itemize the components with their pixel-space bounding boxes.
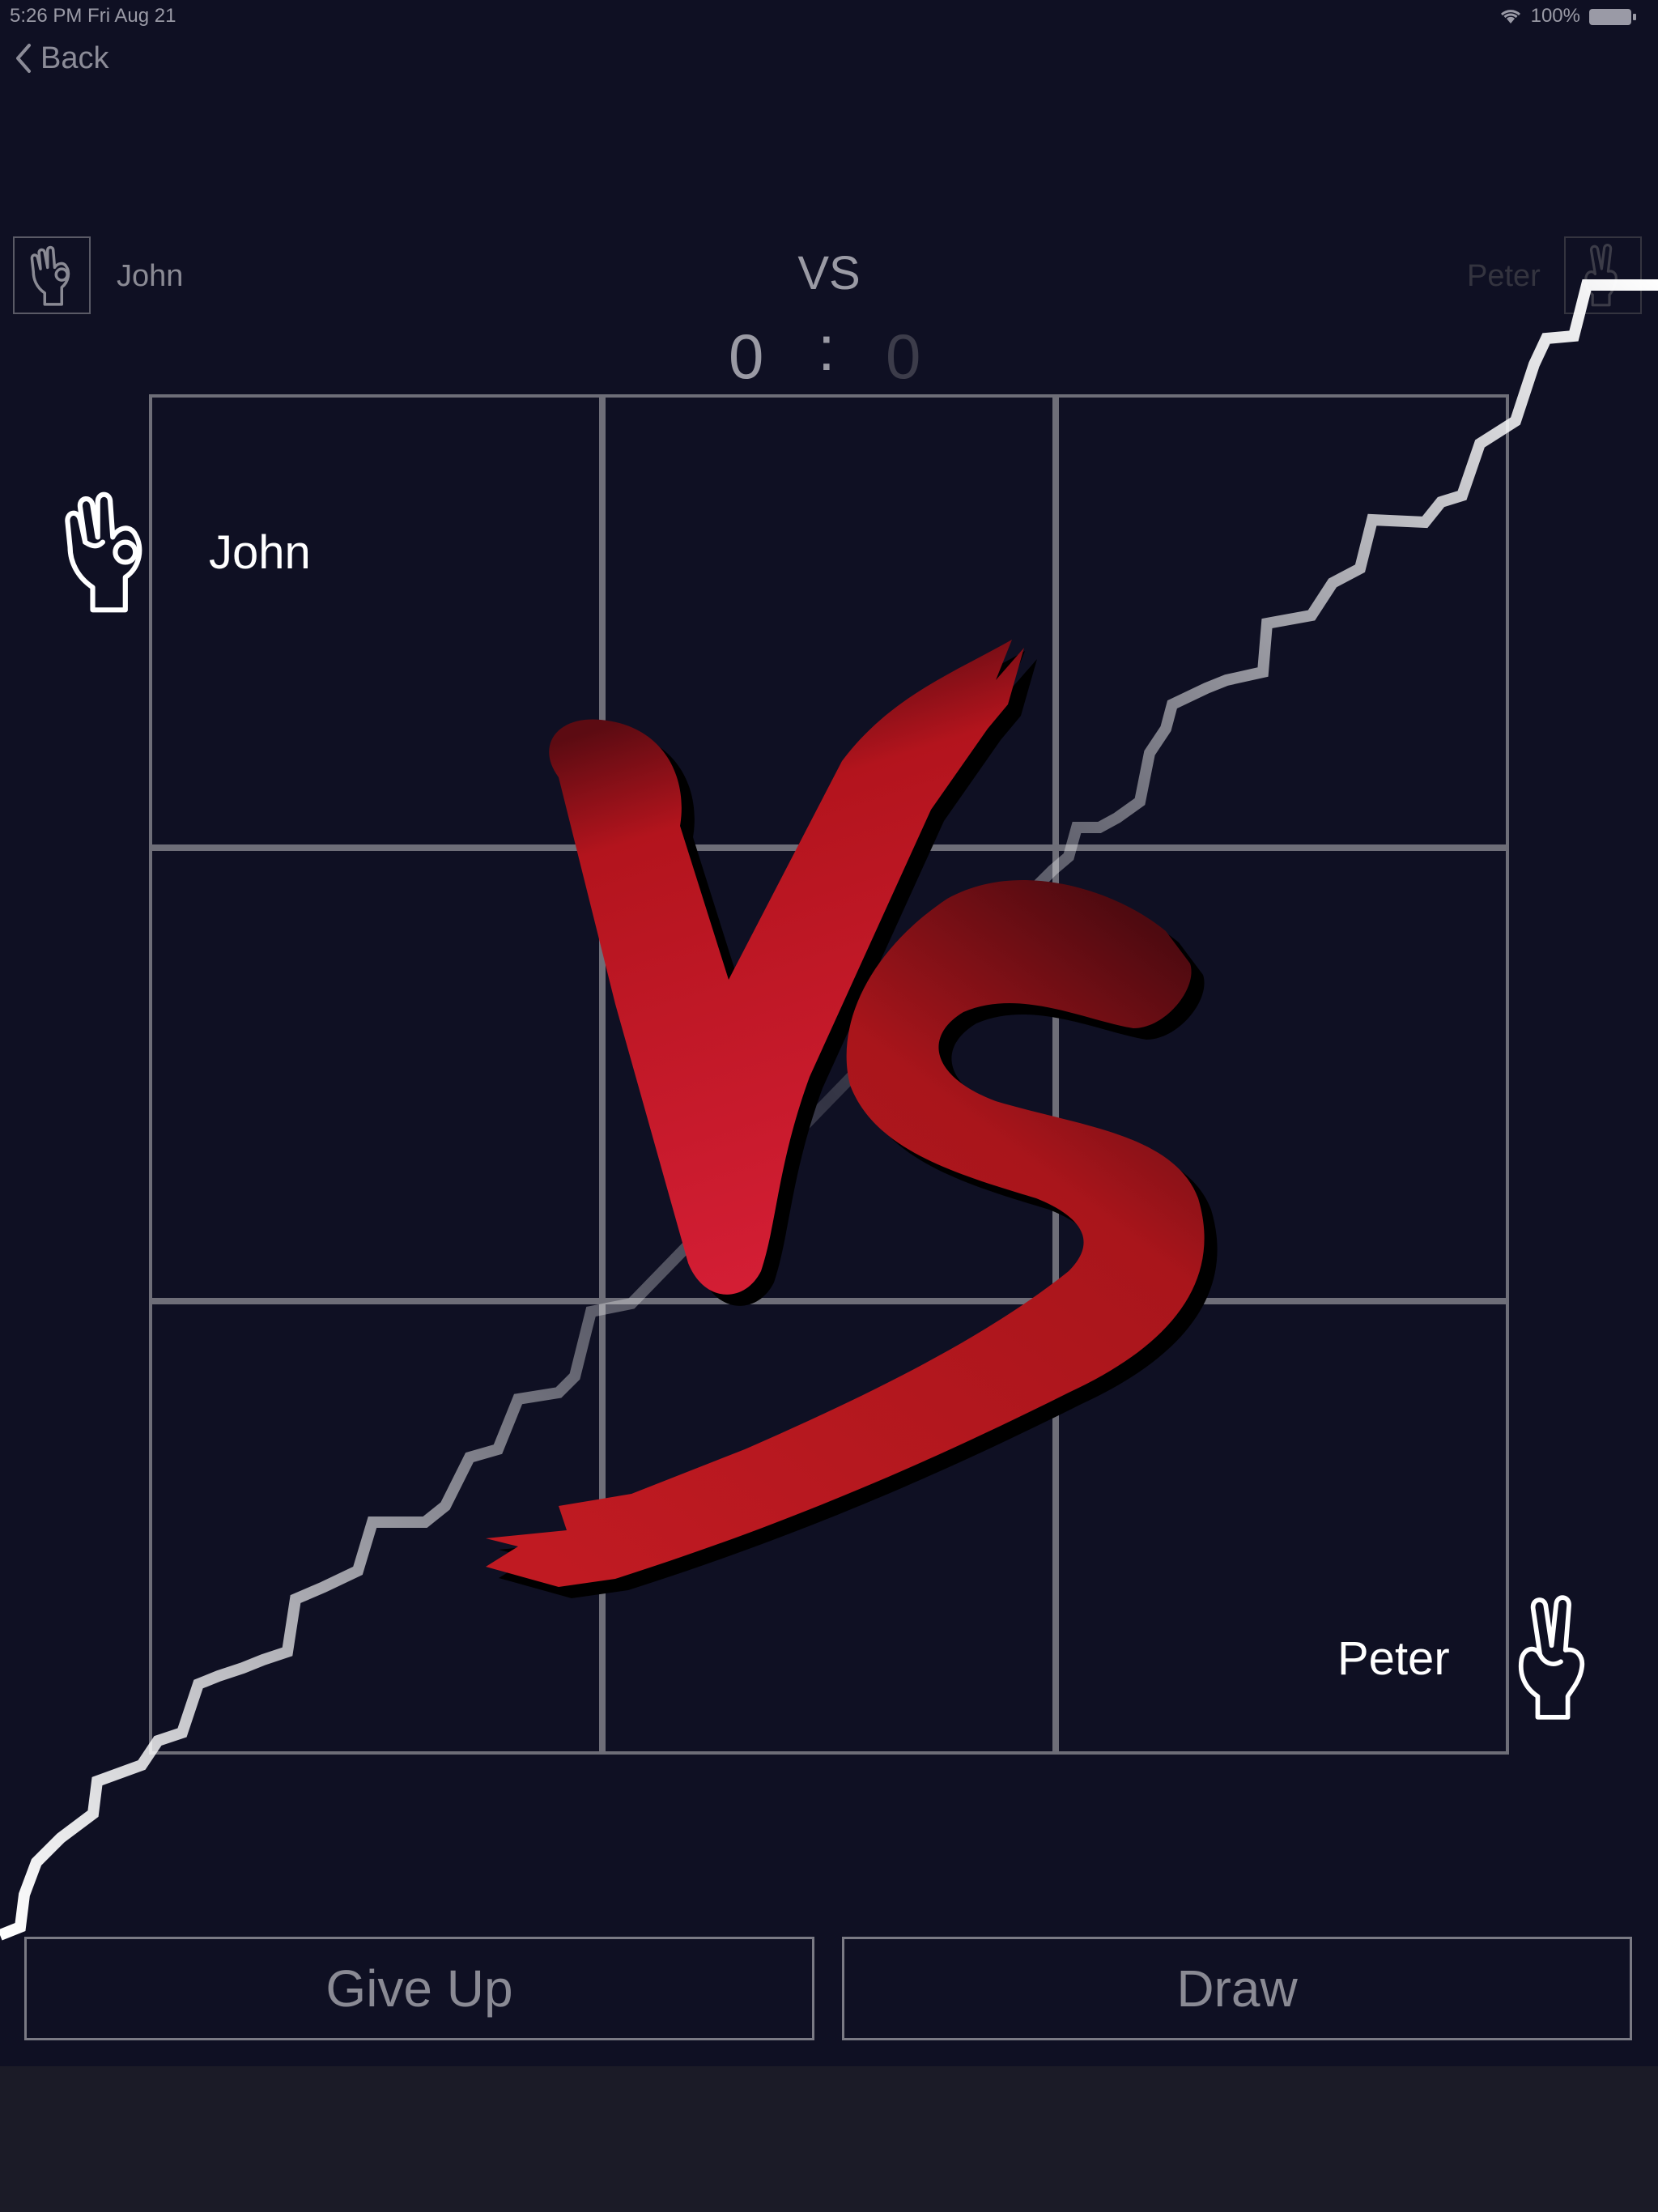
vs-title: VS [797,247,861,300]
player2-score: 0 [886,321,921,392]
board-cell-6[interactable] [1059,851,1509,1301]
player2-avatar [1564,236,1642,314]
player1-score: 0 [729,321,764,392]
chevron-left-icon [16,44,31,73]
game-board [149,394,1509,1755]
draw-button[interactable]: Draw [842,1937,1632,2040]
give-up-button[interactable]: Give Up [24,1937,814,2040]
game-screen: 5:26 PM Fri Aug 21 100% Back John VS 0 :… [0,0,1658,2066]
board-cell-7[interactable] [152,1304,602,1755]
peace-hand-icon [1584,244,1618,307]
back-button[interactable]: Back [15,36,108,81]
board-cell-5[interactable] [606,851,1056,1301]
wifi-icon [1500,10,1520,23]
battery-percent: 100% [1530,5,1580,27]
ok-hand-icon [30,245,70,306]
battery-icon [1589,9,1636,25]
board-cell-1[interactable] [152,398,602,848]
status-right: 100% [1499,0,1580,32]
score-separator: : [818,313,835,384]
status-time: 5:26 PM Fri Aug 21 [10,5,176,27]
player2-header-name: Peter [1467,259,1541,293]
overlay-player1-name: John [209,526,311,579]
board-cell-2[interactable] [606,398,1056,848]
back-label: Back [40,40,109,75]
board-cell-3[interactable] [1059,398,1509,848]
board-cell-8[interactable] [606,1304,1056,1755]
player1-header-name: John [117,259,184,293]
peace-hand-icon [1518,1595,1585,1720]
board-cell-4[interactable] [152,851,602,1301]
overlay-player2-name: Peter [1337,1632,1450,1685]
player1-avatar [13,236,91,314]
ok-hand-icon [65,491,142,613]
